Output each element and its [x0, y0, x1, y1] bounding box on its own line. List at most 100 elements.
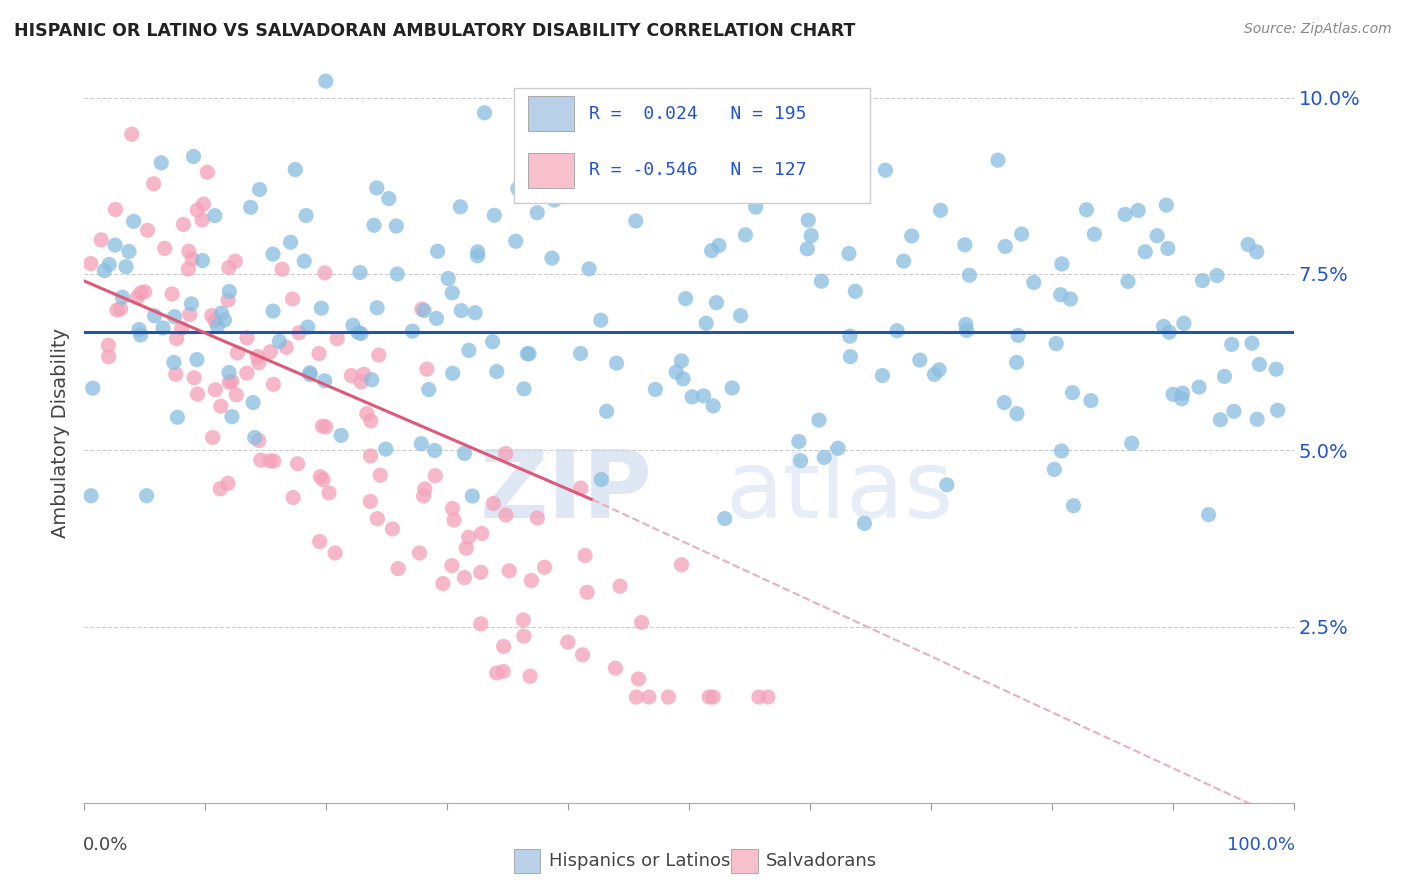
Point [626, 690, 648, 704]
Point [1114, 207, 1136, 221]
Point [935, 477, 957, 491]
Point [170, 321, 193, 335]
Point [495, 446, 517, 460]
Point [1188, 380, 1211, 394]
Point [366, 301, 388, 315]
Point [413, 482, 436, 496]
Point [347, 326, 370, 340]
Point [1126, 203, 1149, 218]
Point [209, 482, 232, 496]
Point [576, 585, 599, 599]
Point [1265, 362, 1288, 376]
Point [1240, 336, 1263, 351]
Point [214, 313, 236, 327]
Point [441, 285, 464, 300]
Point [492, 665, 515, 679]
Point [838, 246, 860, 260]
Point [606, 356, 628, 370]
Point [381, 522, 404, 536]
Point [506, 182, 529, 196]
Y-axis label: Ambulatory Disability: Ambulatory Disability [52, 327, 70, 538]
Point [1249, 357, 1271, 371]
Point [308, 534, 330, 549]
Point [177, 262, 200, 277]
Text: Source: ZipAtlas.com: Source: ZipAtlas.com [1244, 22, 1392, 37]
Point [492, 640, 515, 654]
Text: 100.0%: 100.0% [1226, 836, 1295, 855]
Point [426, 244, 449, 259]
Point [330, 428, 353, 442]
Point [800, 228, 823, 243]
Point [700, 244, 723, 258]
Point [153, 241, 176, 255]
Point [1005, 355, 1028, 369]
Point [247, 434, 270, 448]
Point [1213, 369, 1236, 384]
Point [104, 202, 127, 217]
Point [807, 413, 830, 427]
Point [657, 690, 679, 704]
Point [695, 316, 717, 330]
Point [908, 353, 931, 368]
Point [457, 343, 479, 358]
Point [204, 383, 226, 397]
Point [281, 292, 304, 306]
Point [1171, 392, 1194, 406]
Point [993, 395, 1015, 409]
Point [697, 690, 720, 704]
Point [839, 350, 862, 364]
Point [725, 110, 748, 124]
Point [955, 318, 977, 332]
Point [471, 526, 494, 541]
Point [526, 511, 548, 525]
Point [385, 219, 408, 233]
Point [134, 285, 156, 299]
Point [366, 181, 388, 195]
Point [1237, 237, 1260, 252]
Point [288, 326, 311, 340]
Point [129, 285, 152, 300]
Point [485, 665, 508, 680]
Point [416, 362, 439, 376]
Point [314, 374, 336, 388]
Point [470, 616, 492, 631]
Point [349, 265, 371, 279]
Point [533, 560, 555, 574]
Point [624, 214, 647, 228]
Text: 0.0%: 0.0% [83, 836, 128, 855]
Point [297, 320, 319, 334]
Point [368, 468, 391, 483]
Point [1209, 413, 1232, 427]
Point [474, 105, 496, 120]
Point [482, 496, 505, 510]
Point [211, 306, 233, 320]
Point [246, 350, 269, 364]
Point [1198, 508, 1220, 522]
Point [180, 297, 202, 311]
Point [1157, 241, 1180, 255]
Point [183, 149, 205, 163]
Point [295, 209, 318, 223]
Point [994, 239, 1017, 253]
Point [485, 364, 508, 378]
Point [298, 366, 321, 380]
Point [425, 468, 447, 483]
Point [467, 244, 489, 259]
Point [163, 310, 186, 324]
Point [411, 436, 433, 450]
Point [470, 566, 492, 580]
Point [1267, 403, 1289, 417]
Point [1159, 325, 1181, 339]
Point [186, 387, 208, 401]
Point [707, 238, 730, 252]
FancyBboxPatch shape [513, 849, 540, 873]
Point [243, 430, 266, 444]
Point [432, 576, 454, 591]
Point [360, 414, 382, 428]
Point [166, 410, 188, 425]
Point [797, 213, 820, 227]
Point [93, 263, 115, 277]
Point [672, 372, 695, 386]
Point [1011, 227, 1033, 241]
Point [311, 419, 333, 434]
